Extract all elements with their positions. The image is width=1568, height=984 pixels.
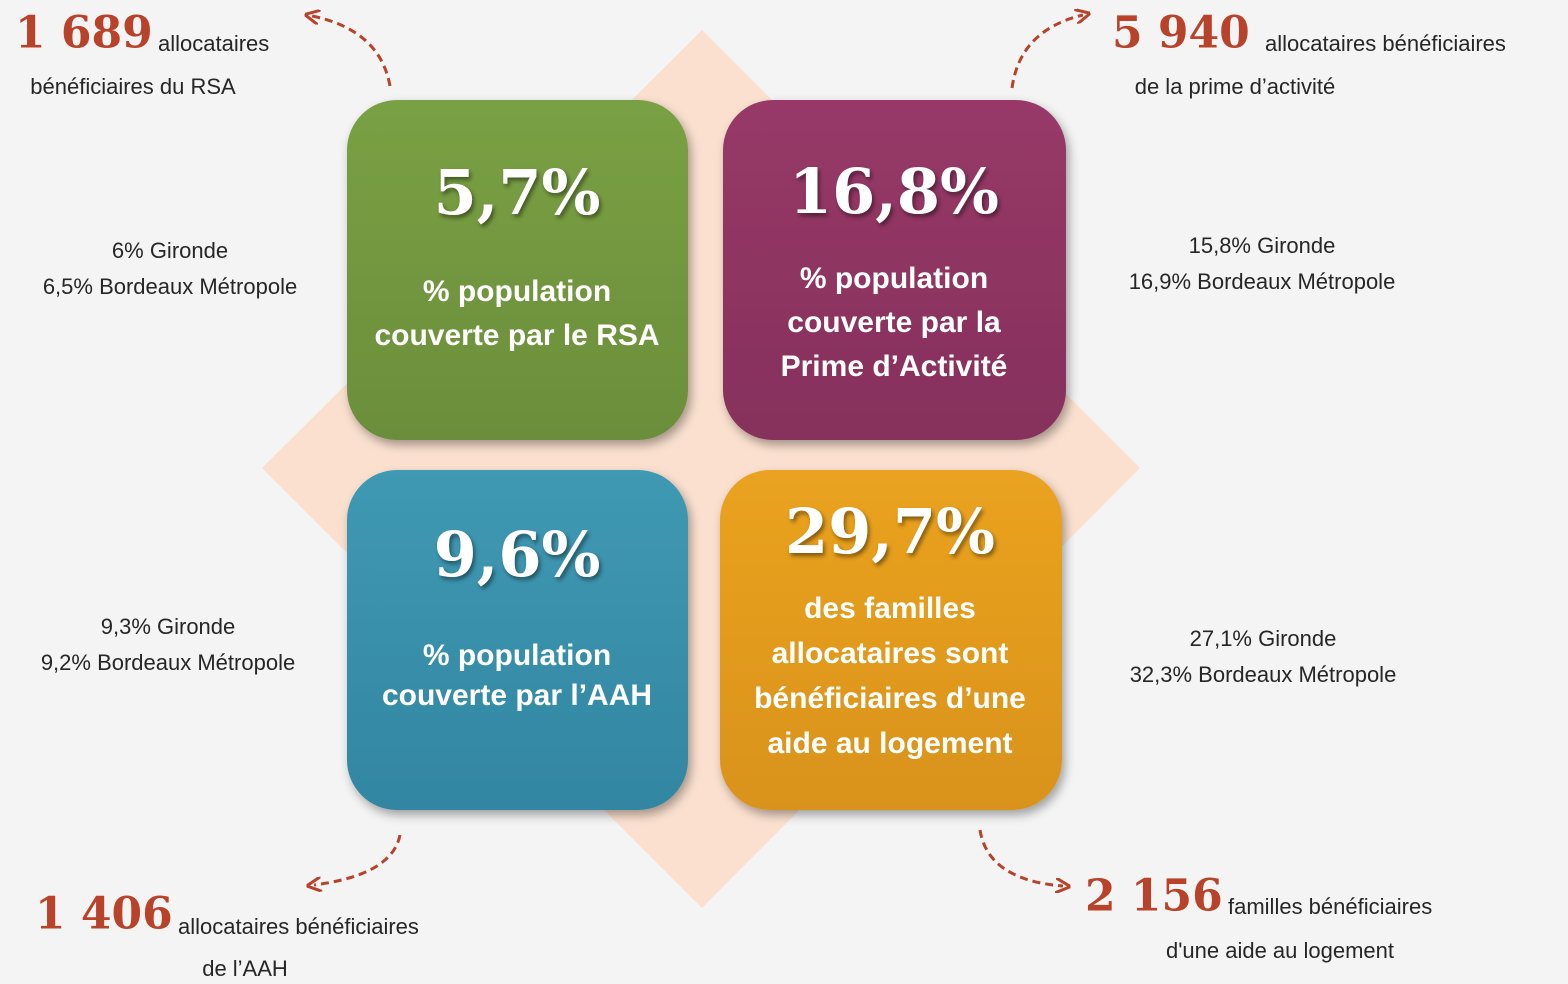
comparison: 9,3% Gironde — [101, 614, 236, 639]
callout-text: d'une aide au logement — [1166, 938, 1394, 963]
tile-value: 9,6% — [434, 518, 601, 591]
comparison: 9,2% Bordeaux Métropole — [41, 650, 295, 675]
callout-text: familles bénéficiaires — [1228, 894, 1432, 919]
tile-caption: des familles — [804, 592, 976, 625]
tile-caption: Prime d’Activité — [781, 350, 1008, 383]
comparison: 32,3% Bordeaux Métropole — [1130, 662, 1397, 687]
callout-number: 1 406 — [35, 889, 173, 940]
callout-text: allocataires bénéficiaires — [1265, 31, 1506, 56]
comparison: 15,8% Gironde — [1189, 233, 1336, 258]
tile-value: 29,7% — [785, 495, 995, 568]
tile-value: 5,7% — [434, 156, 601, 229]
tile — [347, 470, 688, 810]
arrow — [314, 834, 402, 885]
tile — [723, 100, 1066, 440]
arrow — [1010, 15, 1083, 89]
arrow — [978, 829, 1063, 886]
comparison: 16,9% Bordeaux Métropole — [1129, 269, 1396, 294]
tile-caption: couverte par l’AAH — [382, 679, 652, 712]
comparison: 27,1% Gironde — [1190, 626, 1337, 651]
tile-caption: % population — [423, 275, 611, 308]
tile-caption: aide au logement — [767, 727, 1012, 760]
tile — [720, 470, 1062, 810]
callout-number: 5 940 — [1112, 8, 1250, 59]
tile-caption: bénéficiaires d’une — [754, 682, 1026, 715]
callout-text: bénéficiaires du RSA — [30, 74, 236, 99]
tile-caption: allocataires sont — [772, 637, 1009, 670]
comparison: 6% Gironde — [112, 238, 228, 263]
tile-caption: % population — [800, 262, 988, 295]
tile-caption: couverte par la — [787, 306, 1001, 339]
callout-number: 1 689 — [15, 8, 153, 59]
callout-number: 2 156 — [1085, 871, 1223, 922]
arrow — [312, 16, 392, 87]
callout-text: de la prime d’activité — [1135, 74, 1336, 99]
tile — [347, 100, 688, 440]
comparison: 6,5% Bordeaux Métropole — [43, 274, 297, 299]
tile-caption: couverte par le RSA — [374, 319, 659, 352]
callout-text: allocataires — [158, 31, 269, 56]
tile-value: 16,8% — [789, 155, 999, 228]
tile-caption: % population — [423, 639, 611, 672]
callout-text: allocataires bénéficiaires — [178, 914, 419, 939]
callout-text: de l’AAH — [202, 956, 288, 981]
